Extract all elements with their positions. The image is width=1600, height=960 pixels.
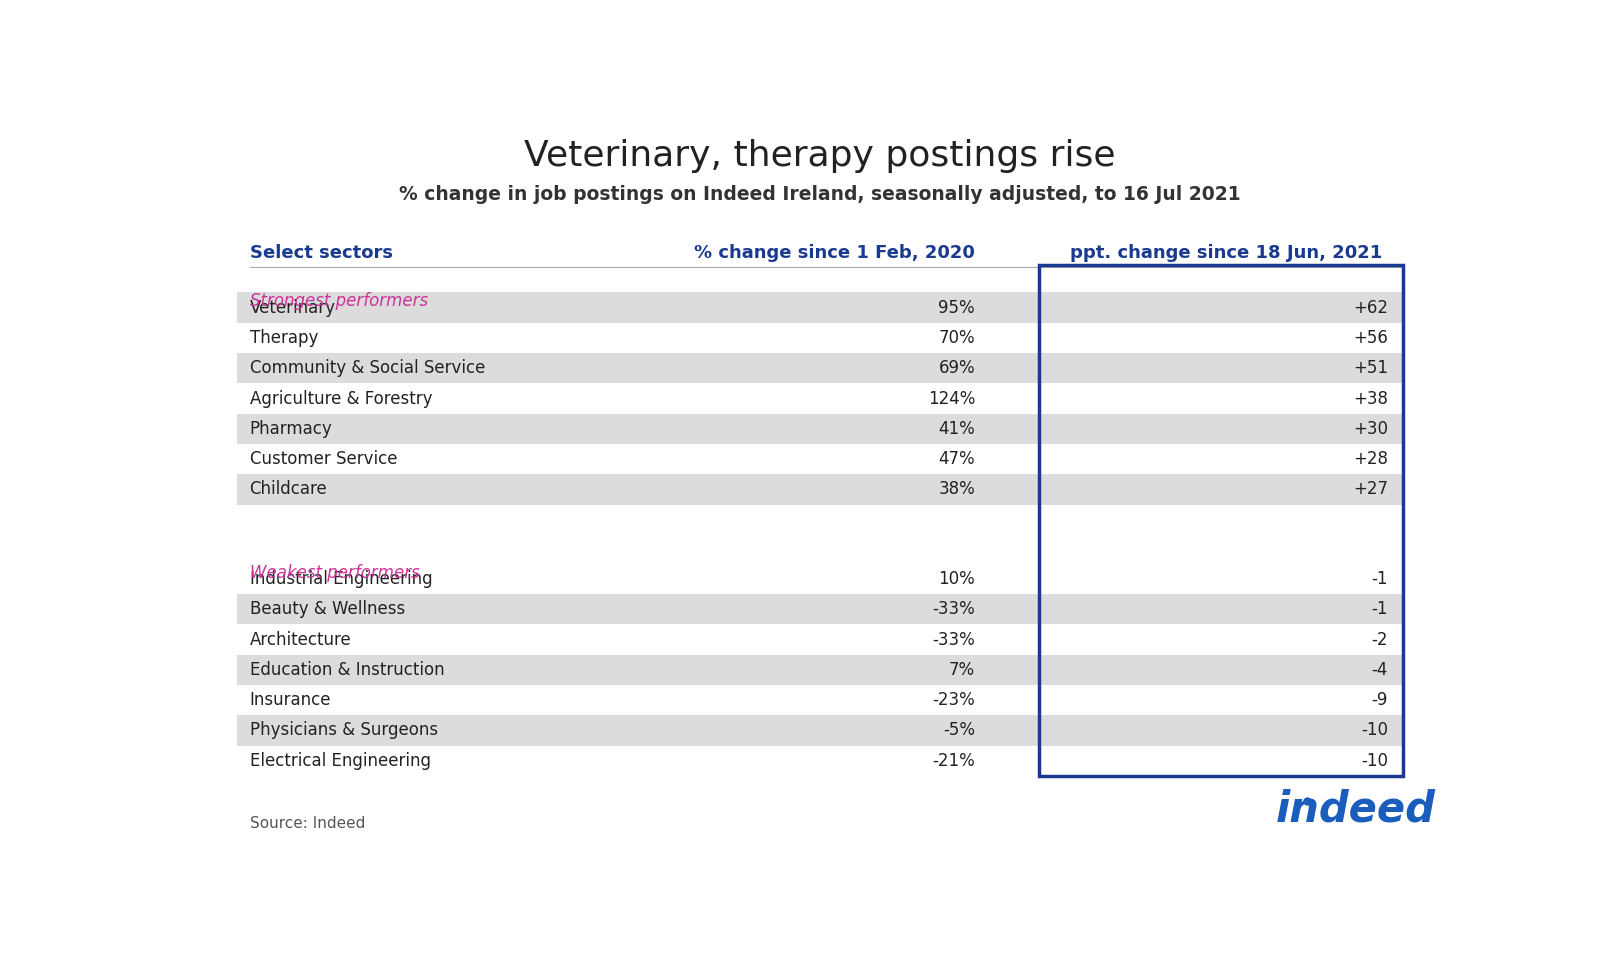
Text: +30: +30 <box>1354 420 1387 438</box>
Text: -2: -2 <box>1371 631 1387 649</box>
Text: % change in job postings on Indeed Ireland, seasonally adjusted, to 16 Jul 2021: % change in job postings on Indeed Irela… <box>398 184 1242 204</box>
Bar <box>1040 265 1403 776</box>
Bar <box>237 715 1040 746</box>
Bar <box>1040 383 1403 414</box>
Text: 7%: 7% <box>949 660 974 679</box>
Text: Beauty & Wellness: Beauty & Wellness <box>250 600 405 618</box>
Text: +51: +51 <box>1354 359 1387 377</box>
Bar <box>237 564 1040 594</box>
Text: -10: -10 <box>1362 721 1387 739</box>
Bar <box>237 293 1040 323</box>
Text: Veterinary: Veterinary <box>250 299 336 317</box>
Bar <box>1040 715 1403 746</box>
Text: -4: -4 <box>1371 660 1387 679</box>
Bar <box>237 414 1040 444</box>
Text: -1: -1 <box>1371 570 1387 588</box>
Text: % change since 1 Feb, 2020: % change since 1 Feb, 2020 <box>694 244 974 262</box>
Bar <box>1040 444 1403 474</box>
Text: Strongest performers: Strongest performers <box>250 293 427 310</box>
Text: +28: +28 <box>1354 450 1387 468</box>
Bar <box>237 353 1040 383</box>
Bar <box>237 474 1040 505</box>
Text: Education & Instruction: Education & Instruction <box>250 660 445 679</box>
Bar <box>1040 685 1403 715</box>
Text: Childcare: Childcare <box>250 481 328 498</box>
Text: 124%: 124% <box>928 390 974 408</box>
Bar <box>1040 414 1403 444</box>
Text: -10: -10 <box>1362 752 1387 770</box>
Text: Community & Social Service: Community & Social Service <box>250 359 485 377</box>
Text: Veterinary, therapy postings rise: Veterinary, therapy postings rise <box>525 139 1115 173</box>
Bar <box>1040 474 1403 505</box>
Text: Architecture: Architecture <box>250 631 352 649</box>
Bar <box>1040 323 1403 353</box>
Text: +38: +38 <box>1354 390 1387 408</box>
Text: indeed: indeed <box>1275 789 1435 830</box>
Text: Weakest performers: Weakest performers <box>250 564 419 582</box>
Bar <box>1040 655 1403 685</box>
Text: -5%: -5% <box>942 721 974 739</box>
Bar <box>1040 624 1403 655</box>
Text: Source: Indeed: Source: Indeed <box>250 816 365 830</box>
Text: +56: +56 <box>1354 329 1387 347</box>
Text: -1: -1 <box>1371 600 1387 618</box>
Text: ppt. change since 18 Jun, 2021: ppt. change since 18 Jun, 2021 <box>1070 244 1382 262</box>
Bar <box>1040 293 1403 323</box>
Bar <box>237 746 1040 776</box>
Text: Customer Service: Customer Service <box>250 450 397 468</box>
Text: Insurance: Insurance <box>250 691 331 709</box>
Text: 69%: 69% <box>938 359 974 377</box>
Bar <box>237 624 1040 655</box>
Bar <box>237 594 1040 624</box>
Text: -21%: -21% <box>933 752 974 770</box>
Bar <box>237 383 1040 414</box>
Text: Select sectors: Select sectors <box>250 244 392 262</box>
Text: 41%: 41% <box>938 420 974 438</box>
Text: -9: -9 <box>1371 691 1387 709</box>
Text: Agriculture & Forestry: Agriculture & Forestry <box>250 390 432 408</box>
Text: 38%: 38% <box>938 481 974 498</box>
Text: Industrial Engineering: Industrial Engineering <box>250 570 432 588</box>
Bar <box>1040 746 1403 776</box>
Text: -33%: -33% <box>933 631 974 649</box>
Bar <box>237 655 1040 685</box>
Text: -23%: -23% <box>933 691 974 709</box>
Bar <box>237 685 1040 715</box>
Text: +62: +62 <box>1354 299 1387 317</box>
Text: 10%: 10% <box>938 570 974 588</box>
Text: Therapy: Therapy <box>250 329 318 347</box>
Text: 47%: 47% <box>938 450 974 468</box>
Text: Pharmacy: Pharmacy <box>250 420 333 438</box>
Text: +27: +27 <box>1354 481 1387 498</box>
Text: Physicians & Surgeons: Physicians & Surgeons <box>250 721 438 739</box>
Bar <box>1040 594 1403 624</box>
Bar <box>237 323 1040 353</box>
Bar <box>237 444 1040 474</box>
Bar <box>1040 564 1403 594</box>
Text: 95%: 95% <box>938 299 974 317</box>
Text: 70%: 70% <box>938 329 974 347</box>
Text: -33%: -33% <box>933 600 974 618</box>
Bar <box>1040 353 1403 383</box>
Text: Electrical Engineering: Electrical Engineering <box>250 752 430 770</box>
